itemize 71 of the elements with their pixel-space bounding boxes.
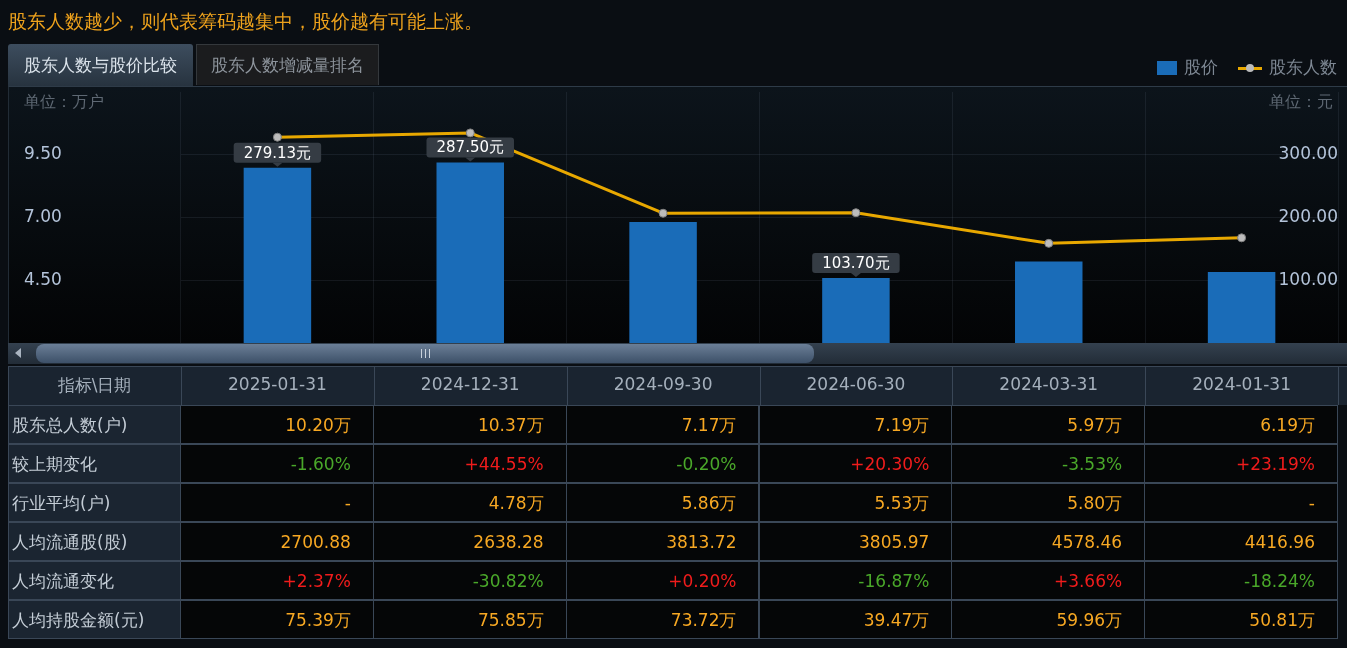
data-label: 103.70元 <box>822 253 890 272</box>
text: -1.60% <box>180 444 374 483</box>
text: 75.85万 <box>372 600 567 639</box>
data-label: 287.50元 <box>436 138 504 157</box>
text: 10.20万 <box>180 405 374 444</box>
bar <box>243 167 312 343</box>
text: 行业平均(户) <box>8 483 181 522</box>
text: 3813.72 <box>565 522 760 561</box>
text: 7.17万 <box>565 405 760 444</box>
legend-label: 股价 <box>1184 56 1218 79</box>
text: -3.53% <box>951 444 1146 483</box>
y-tick-label: 9.50 <box>24 143 62 164</box>
text: 5.80万 <box>951 483 1146 522</box>
text: +23.19% <box>1144 444 1338 483</box>
text: -0.20% <box>565 444 760 483</box>
text: 2638.28 <box>372 522 567 561</box>
text: 股东人数越少，则代表筹码越集中，股价越有可能上涨。 <box>8 9 483 34</box>
text: 6.19万 <box>1144 405 1338 444</box>
bar <box>822 277 890 343</box>
text: 人均流通股(股) <box>8 522 181 561</box>
text: 较上期变化 <box>8 444 181 483</box>
y-tick-label: 4.50 <box>24 268 62 289</box>
text: 39.47万 <box>758 600 953 639</box>
text: 75.39万 <box>180 600 374 639</box>
text: 股东人数增减量排名 <box>196 44 379 85</box>
text: +0.20% <box>565 561 760 600</box>
x-axis-title: 指标\日期 <box>56 374 133 397</box>
x-tick-label: 2025-01-31 <box>228 373 327 394</box>
y-tick-label: 7.00 <box>24 205 62 226</box>
text: - <box>180 483 374 522</box>
text: - <box>1144 483 1338 522</box>
text: +3.66% <box>951 561 1146 600</box>
y2-tick-label: 300.00 <box>1278 143 1338 164</box>
y2-tick-label: 200.00 <box>1278 205 1338 226</box>
text: 人均持股金额(元) <box>8 600 181 639</box>
text: 5.86万 <box>565 483 760 522</box>
text: -30.82% <box>372 561 567 600</box>
text: 3805.97 <box>758 522 953 561</box>
chart-title: 股东人数与股价比较 <box>8 44 193 86</box>
text: 4416.96 <box>1144 522 1338 561</box>
text: 5.97万 <box>951 405 1146 444</box>
text: 59.96万 <box>951 600 1146 639</box>
x-tick-label: 2024-12-31 <box>420 373 520 394</box>
text: 2700.88 <box>180 522 374 561</box>
bar <box>1207 272 1276 343</box>
y2-axis-title: 单位：元 <box>1269 92 1333 113</box>
text: 5.53万 <box>758 483 953 522</box>
y-axis-title: 单位：万户 <box>24 92 104 113</box>
legend-label: 股东人数 <box>1269 56 1337 79</box>
text: 50.81万 <box>1144 600 1338 639</box>
text: 人均流通变化 <box>8 561 181 600</box>
text: 10.37万 <box>372 405 567 444</box>
text: 7.19万 <box>758 405 953 444</box>
text: +44.55% <box>372 444 567 483</box>
bar <box>1015 261 1083 343</box>
bar <box>436 162 504 343</box>
x-tick-label: 2024-06-30 <box>806 373 906 394</box>
data-label: 279.13元 <box>243 143 312 162</box>
text: +2.37% <box>180 561 374 600</box>
y2-tick-label: 100.00 <box>1278 268 1338 289</box>
x-tick-label: 2024-09-30 <box>613 373 713 394</box>
text: 4.78万 <box>372 483 567 522</box>
text: 4578.46 <box>951 522 1146 561</box>
text: +20.30% <box>758 444 953 483</box>
text: 股东总人数(户) <box>8 405 181 444</box>
x-tick-label: 2024-01-31 <box>1192 373 1291 394</box>
text: -18.24% <box>1144 561 1338 600</box>
x-tick-label: 2024-03-31 <box>999 373 1099 394</box>
text: 73.72万 <box>565 600 760 639</box>
bar <box>629 221 697 343</box>
text: -16.87% <box>758 561 953 600</box>
